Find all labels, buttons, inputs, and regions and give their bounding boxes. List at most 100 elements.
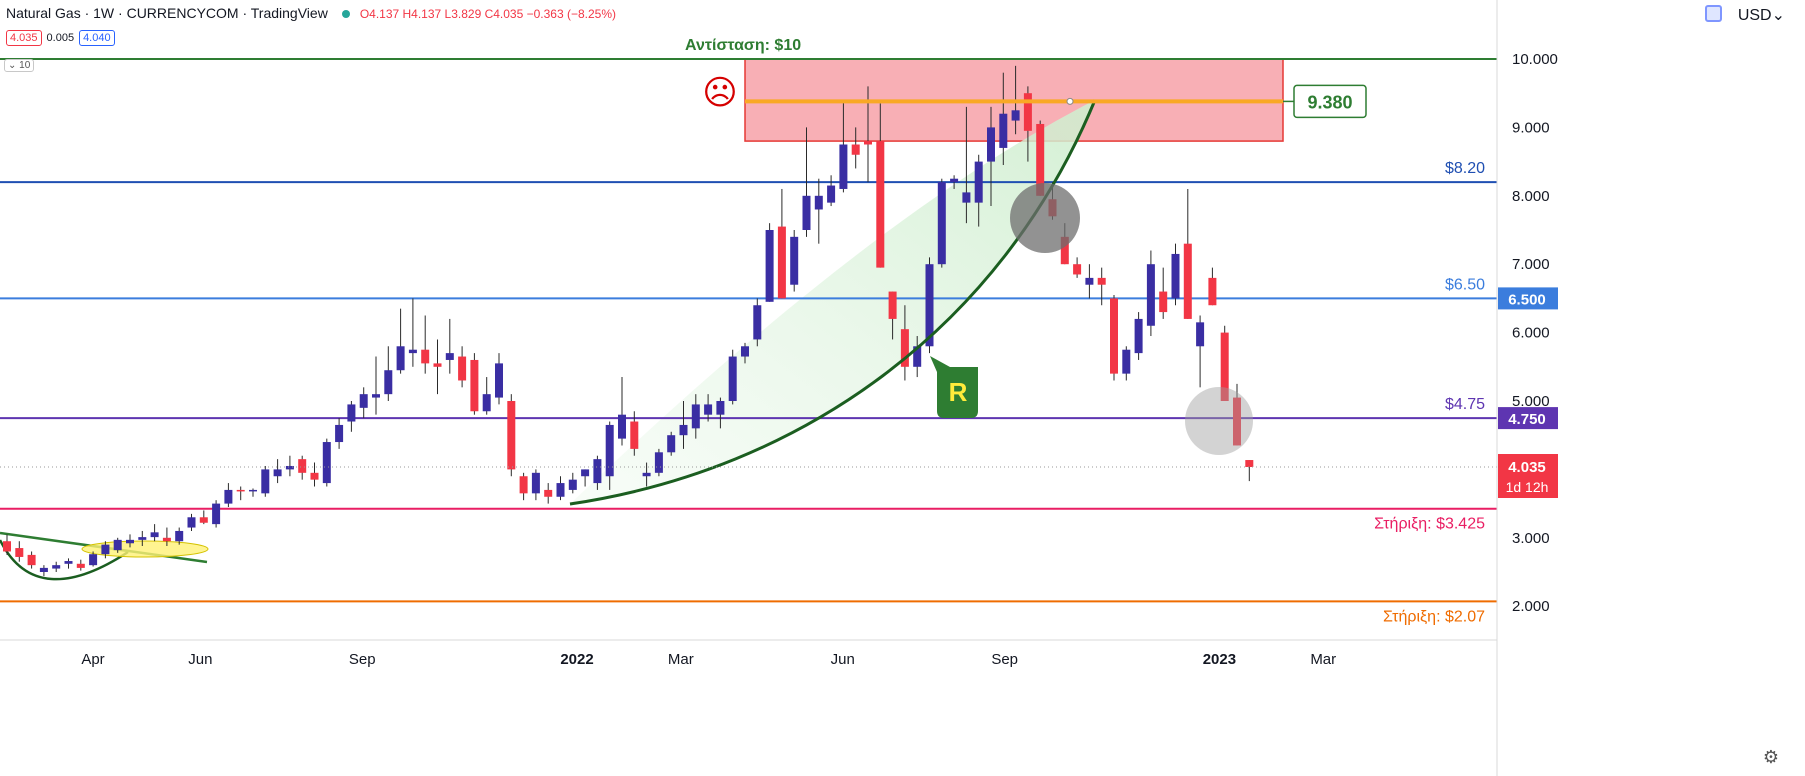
candle[interactable]	[654, 448, 663, 477]
candle[interactable]	[593, 455, 602, 490]
candle[interactable]	[630, 411, 639, 456]
candle[interactable]	[322, 438, 331, 487]
candle[interactable]	[937, 178, 946, 268]
compare-icon[interactable]	[1704, 5, 1722, 22]
candle[interactable]	[273, 459, 282, 484]
candle[interactable]	[162, 527, 171, 547]
candle[interactable]	[372, 356, 380, 415]
candle[interactable]	[618, 377, 626, 446]
candle[interactable]	[15, 541, 24, 562]
candle[interactable]	[605, 421, 614, 490]
candle[interactable]	[52, 561, 61, 572]
candle[interactable]	[359, 387, 368, 419]
candle[interactable]	[396, 308, 405, 374]
candle[interactable]	[556, 476, 565, 501]
candle[interactable]	[101, 541, 110, 559]
candle[interactable]	[39, 565, 48, 577]
candle[interactable]	[568, 472, 577, 494]
candle[interactable]	[236, 486, 245, 501]
candle[interactable]	[199, 510, 208, 525]
candle[interactable]	[1220, 325, 1229, 401]
candle[interactable]	[974, 154, 983, 227]
candle[interactable]	[187, 513, 196, 531]
candle[interactable]	[408, 298, 417, 367]
candle[interactable]	[987, 106, 995, 207]
candle[interactable]	[347, 401, 356, 432]
indicator-toggle[interactable]: ⌄ 10	[4, 59, 35, 72]
candle[interactable]	[495, 353, 503, 405]
candle[interactable]	[728, 349, 737, 405]
candle[interactable]	[113, 537, 122, 553]
candle[interactable]	[1110, 294, 1118, 381]
candle[interactable]	[1134, 312, 1143, 360]
candle[interactable]	[1183, 188, 1192, 319]
bid-button[interactable]: 4.035	[6, 30, 42, 46]
candle[interactable]	[802, 127, 811, 237]
candle[interactable]	[1208, 267, 1217, 306]
candle[interactable]	[851, 127, 860, 169]
candle[interactable]	[3, 534, 11, 555]
candle[interactable]	[458, 346, 467, 388]
candle[interactable]	[1196, 315, 1205, 388]
candle[interactable]	[1159, 267, 1168, 319]
candle[interactable]	[335, 418, 344, 449]
candle[interactable]	[1085, 264, 1094, 299]
candle[interactable]	[581, 469, 590, 487]
candle[interactable]	[519, 472, 528, 501]
candle[interactable]	[1023, 86, 1032, 162]
candle[interactable]	[175, 527, 184, 545]
candle[interactable]	[421, 315, 430, 374]
candle[interactable]	[679, 401, 688, 449]
candle[interactable]	[285, 455, 294, 477]
candle[interactable]	[1171, 243, 1180, 306]
candle[interactable]	[1097, 267, 1106, 306]
candle[interactable]	[1233, 383, 1241, 446]
candle[interactable]	[433, 339, 442, 395]
candle[interactable]	[76, 559, 85, 571]
candle[interactable]	[544, 483, 553, 504]
candle[interactable]	[224, 483, 233, 508]
candle[interactable]	[691, 394, 700, 439]
candle[interactable]	[704, 394, 713, 422]
candle[interactable]	[913, 336, 922, 378]
candle[interactable]	[89, 551, 98, 567]
candle[interactable]	[482, 377, 491, 415]
candle[interactable]	[814, 178, 823, 244]
candle[interactable]	[64, 558, 73, 569]
candle[interactable]	[249, 488, 257, 497]
candle[interactable]	[827, 175, 836, 207]
candle[interactable]	[1245, 460, 1254, 482]
candle[interactable]	[212, 500, 221, 528]
candle[interactable]	[667, 431, 676, 456]
candle[interactable]	[753, 298, 762, 347]
candle[interactable]	[310, 462, 319, 487]
candle[interactable]	[900, 305, 909, 381]
candle[interactable]	[741, 342, 749, 364]
ask-button[interactable]: 4.040	[79, 30, 115, 46]
candle[interactable]	[1073, 257, 1082, 278]
candle[interactable]	[716, 397, 725, 429]
candle[interactable]	[1146, 250, 1155, 337]
candle[interactable]	[1036, 120, 1045, 196]
candle[interactable]	[962, 106, 971, 224]
candle[interactable]	[470, 353, 479, 415]
candle[interactable]	[27, 551, 36, 569]
candle[interactable]	[138, 530, 147, 547]
currency-selector[interactable]: USD⌄	[1704, 5, 1785, 25]
candle[interactable]	[839, 100, 848, 193]
candle[interactable]	[384, 346, 393, 401]
candle[interactable]	[888, 291, 897, 340]
settings-gear-icon[interactable]: ⚙	[1762, 747, 1779, 767]
candle[interactable]	[999, 72, 1008, 166]
candle[interactable]	[445, 318, 454, 374]
candle[interactable]	[876, 103, 885, 268]
candle[interactable]	[507, 394, 516, 477]
candle[interactable]	[150, 524, 159, 542]
candle[interactable]	[1122, 346, 1131, 381]
candle[interactable]	[298, 455, 307, 480]
candle[interactable]	[642, 462, 651, 487]
candle[interactable]	[777, 188, 786, 299]
candle[interactable]	[126, 534, 134, 548]
candle[interactable]	[950, 175, 959, 189]
